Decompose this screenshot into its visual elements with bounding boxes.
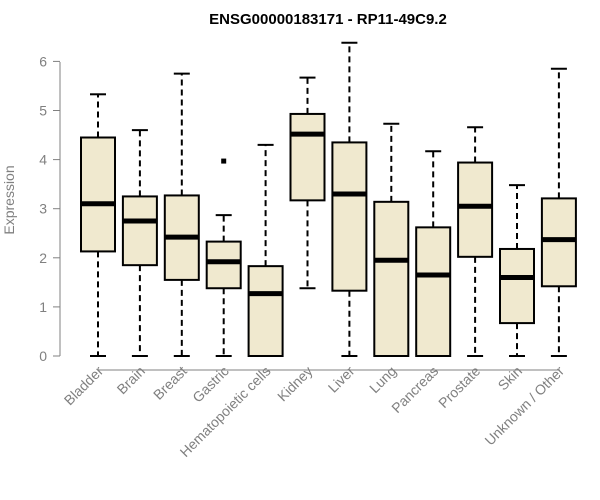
box-unknown-other: [540, 67, 577, 357]
y-tick-label: 2: [39, 250, 47, 266]
iqr-box: [247, 265, 284, 357]
x-tick-label-brain: Brain: [114, 363, 148, 397]
iqr-box: [289, 112, 326, 202]
x-tick-label-pancreas: Pancreas: [388, 363, 441, 416]
iqr-box: [80, 136, 116, 253]
box-series: [80, 41, 577, 357]
y-tick-label: 6: [39, 53, 47, 69]
y-tick-label: 3: [39, 201, 47, 217]
y-tick-label: 1: [39, 299, 47, 315]
y-axis-label: Expression: [1, 165, 17, 234]
iqr-box: [415, 226, 452, 357]
x-tick-label-liver: Liver: [325, 363, 358, 396]
iqr-box: [373, 200, 410, 357]
x-tick-label-skin: Skin: [495, 363, 526, 394]
box-liver: [331, 41, 368, 357]
y-tick-label: 0: [39, 348, 47, 364]
y-axis-ticks: 0 1 2 3 4 5 6: [39, 53, 60, 364]
outlier-point: [221, 158, 227, 164]
box-pancreas: [415, 150, 452, 357]
x-tick-label-bladder: Bladder: [61, 363, 107, 409]
iqr-box: [121, 195, 158, 267]
iqr-box: [540, 197, 577, 288]
iqr-box: [499, 247, 535, 325]
x-tick-label-breast: Breast: [150, 363, 190, 403]
iqr-box: [331, 141, 368, 292]
box-skin: [499, 184, 535, 357]
iqr-box: [205, 240, 242, 290]
x-tick-label-kidney: Kidney: [274, 363, 316, 405]
box-prostate: [457, 126, 494, 357]
box-hematopoietic-cells: [247, 143, 284, 357]
box-lung: [373, 122, 410, 357]
box-bladder: [80, 93, 116, 357]
y-tick-label: 5: [39, 103, 47, 119]
iqr-box: [457, 161, 494, 258]
box-breast: [163, 72, 200, 357]
chart-title: ENSG00000183171 - RP11-49C9.2: [209, 11, 447, 28]
box-gastric: [205, 158, 242, 357]
x-tick-label-unknown-other: Unknown / Other: [481, 363, 567, 449]
box-kidney: [289, 76, 326, 290]
y-tick-label: 4: [39, 152, 47, 168]
x-tick-label-lung: Lung: [366, 363, 399, 396]
box-brain: [121, 129, 158, 357]
